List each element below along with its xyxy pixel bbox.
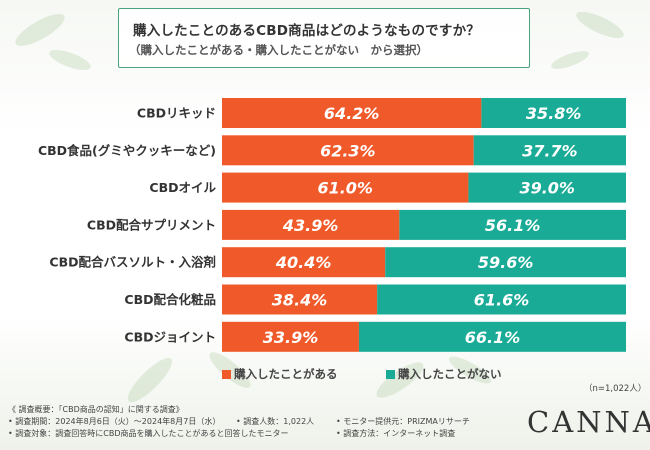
bar-purchased — [222, 135, 474, 166]
notes-respondents: • 調査人数：1,022人 — [236, 417, 315, 426]
bar-purchased — [222, 284, 378, 315]
value-label-not-purchased: 39.0% — [519, 179, 575, 198]
title-box: 購入したことのあるCBD商品はどのようなものですか？ （購入したことがある・購入… — [118, 8, 530, 68]
brand-logo: CANNA — [527, 405, 650, 439]
notes-heading: 《 調査概要：「CBD商品の認知」に関する調査》 — [8, 405, 184, 414]
legend-not-purchased: 購入したことがない — [386, 366, 502, 382]
sample-size-note: （n=1,022人） — [584, 384, 647, 394]
notes-period: • 調査期間：2024年8月6日（火）～2024年8月7日（水） — [8, 417, 221, 426]
value-label-purchased: 61.0% — [317, 179, 373, 198]
value-label-purchased: 64.2% — [324, 104, 380, 123]
legend-label-purchased: 購入したことがある — [234, 367, 338, 381]
bar-not-purchased — [473, 135, 626, 166]
value-label-not-purchased: 56.1% — [485, 216, 541, 235]
category-label: CBDジョイント — [124, 329, 216, 344]
legend-label-not-purchased: 購入したことがない — [398, 367, 502, 381]
category-label: CBD食品(グミやクッキーなど) — [38, 143, 216, 158]
value-label-purchased: 40.4% — [275, 253, 332, 272]
bar-not-purchased — [481, 98, 626, 128]
bar-purchased — [222, 209, 400, 240]
bar-purchased — [222, 247, 386, 278]
chart-title: 購入したことのあるCBD商品はどのようなものですか？ — [133, 23, 480, 39]
notes-target: • 調査対象：調査回答時にCBD商品を購入したことがあると回答したモニター — [8, 429, 289, 438]
category-label: CBDリキッド — [137, 106, 216, 121]
bar-not-purchased — [468, 172, 626, 203]
category-label: CBD配合バスソルト・入浴剤 — [49, 255, 216, 270]
value-label-purchased: 33.9% — [263, 328, 319, 347]
bar-purchased — [222, 172, 469, 203]
notes-method: • 調査方法：インターネット調査 — [336, 429, 456, 438]
notes-provider: • モニター提供元：PRIZMAリサーチ — [336, 417, 470, 426]
value-label-not-purchased: 35.8% — [526, 104, 582, 123]
legend-purchased: 購入したことがある — [222, 366, 338, 382]
value-label-purchased: 62.3% — [320, 141, 376, 160]
bar-purchased — [222, 98, 482, 128]
bar-not-purchased — [399, 209, 626, 240]
value-label-not-purchased: 37.7% — [522, 141, 578, 160]
category-label: CBD配合化粧品 — [124, 292, 216, 307]
value-label-not-purchased: 59.6% — [478, 253, 534, 272]
value-label-not-purchased: 61.6% — [474, 291, 530, 310]
bar-purchased — [222, 321, 359, 352]
value-label-purchased: 38.4% — [272, 291, 328, 310]
legend-swatch-purchased — [222, 370, 231, 379]
chart-subtitle: （購入したことがある・購入したことがない から選択） — [129, 43, 428, 57]
legend-swatch-not-purchased — [386, 370, 395, 379]
value-label-purchased: 43.9% — [282, 216, 339, 235]
bar-not-purchased — [385, 247, 626, 278]
category-label: CBD配合サプリメント — [87, 217, 216, 232]
bar-not-purchased — [377, 284, 626, 315]
value-label-not-purchased: 66.1% — [465, 328, 521, 347]
bar-not-purchased — [358, 321, 626, 352]
category-label: CBDオイル — [149, 180, 216, 195]
